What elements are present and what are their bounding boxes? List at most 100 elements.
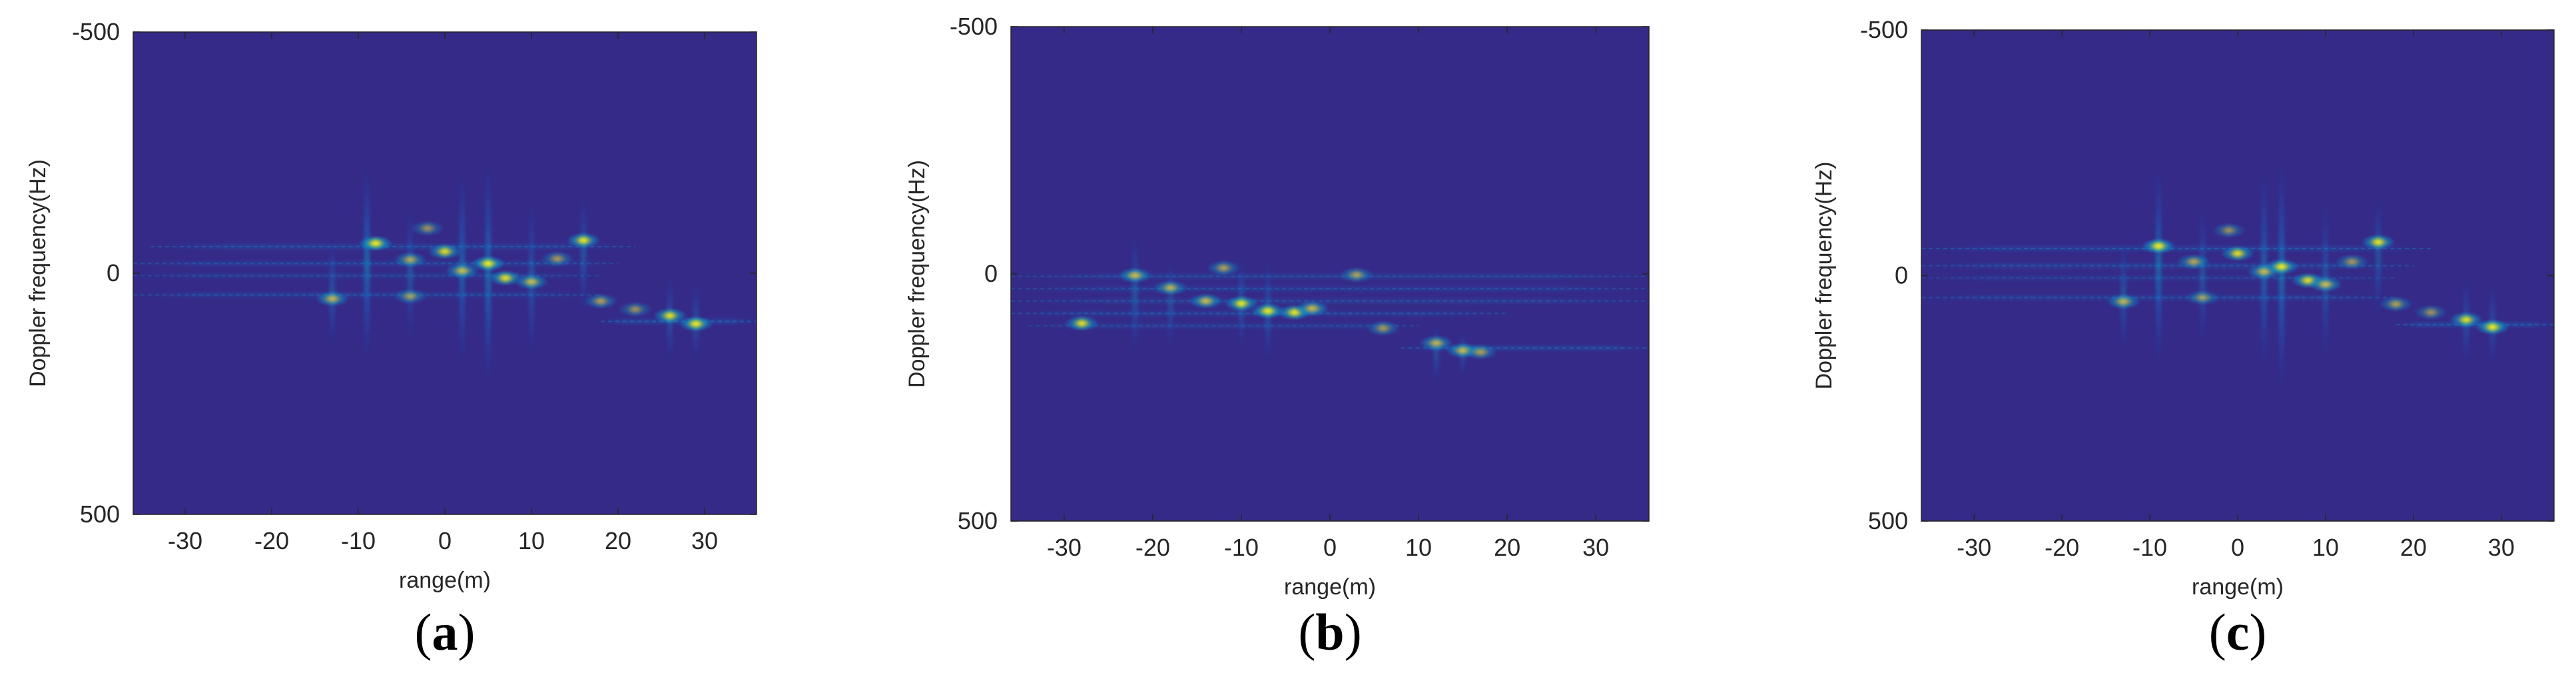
x-tick-label: 10 bbox=[1405, 534, 1432, 561]
scatterer-point bbox=[2234, 251, 2242, 257]
scatterer-point bbox=[2119, 299, 2128, 305]
y-tick-label: -500 bbox=[72, 18, 120, 45]
scatterer-point bbox=[1201, 298, 1210, 304]
x-tick-label: 0 bbox=[2231, 534, 2244, 561]
scatterer-point bbox=[579, 237, 587, 243]
x-tick-label: 30 bbox=[2488, 534, 2515, 561]
vertical-streak bbox=[1132, 234, 1138, 353]
x-axis-label: range(m) bbox=[399, 568, 491, 593]
scatterer-point bbox=[1308, 305, 1317, 311]
x-tick-label: 30 bbox=[1582, 534, 1609, 561]
x-tick-label: -30 bbox=[1047, 534, 1082, 561]
panel-label-c: (c) bbox=[2209, 603, 2267, 661]
x-tick-label: 10 bbox=[2312, 534, 2339, 561]
y-axis-label: Doppler frequency(Hz) bbox=[25, 159, 51, 387]
subplot-a: -30 -20 -10 0 10 20 30 -500 0 500 range(m) Doppler … bbox=[25, 18, 757, 661]
x-tick-label: -10 bbox=[2132, 534, 2167, 561]
y-tick-label: -500 bbox=[950, 13, 998, 40]
y-tick-label: 0 bbox=[1895, 262, 1908, 289]
plot-area-a bbox=[133, 32, 757, 514]
y-axis-label: Doppler frequency(Hz) bbox=[1811, 161, 1837, 389]
x-axis-label: range(m) bbox=[1284, 574, 1376, 600]
scatterer-point bbox=[1166, 285, 1175, 291]
scatterer-point bbox=[441, 249, 449, 255]
scatterer-point bbox=[372, 241, 380, 247]
horizontal-band bbox=[1011, 274, 1649, 279]
horizontal-band bbox=[151, 245, 635, 249]
x-tick-label: 20 bbox=[605, 527, 631, 554]
horizontal-band bbox=[1401, 346, 1649, 350]
x-tick-label: 10 bbox=[518, 527, 545, 554]
y-tick-label: 500 bbox=[80, 500, 120, 528]
scatterer-point bbox=[2321, 281, 2330, 287]
scatterer-point bbox=[2348, 259, 2356, 265]
scatterer-point bbox=[553, 256, 561, 262]
x-tick-label: -30 bbox=[168, 527, 202, 554]
subplot-b: -30 -20 -10 0 10 20 30 -500 0 500 range(m) Doppler … bbox=[904, 13, 1650, 661]
x-tick-label: 20 bbox=[2400, 534, 2427, 561]
scatterer-point bbox=[2392, 301, 2400, 307]
x-tick-label: 0 bbox=[1323, 534, 1337, 561]
horizontal-band bbox=[1011, 287, 1649, 291]
x-tick-label: 0 bbox=[438, 527, 452, 554]
panel-label-a: (a) bbox=[415, 603, 476, 661]
x-tick-label: -30 bbox=[1957, 534, 1991, 561]
scatterer-point bbox=[2260, 269, 2268, 275]
y-axis-label: Doppler frequency(Hz) bbox=[904, 160, 930, 388]
vertical-streak bbox=[364, 167, 370, 360]
y-tick-label: -500 bbox=[1860, 16, 1908, 43]
scatterer-point bbox=[2374, 239, 2383, 245]
horizontal-band bbox=[1921, 263, 2414, 268]
x-tick-label: -20 bbox=[1135, 534, 1170, 561]
horizontal-band bbox=[1921, 246, 2431, 251]
scatterer-point bbox=[2427, 309, 2435, 315]
scatterer-point bbox=[1476, 349, 1485, 355]
y-tick-label: 0 bbox=[107, 259, 120, 287]
x-tick-label: -10 bbox=[1224, 534, 1259, 561]
vertical-streak bbox=[581, 196, 586, 312]
scatterer-point bbox=[527, 279, 535, 285]
scatterer-point bbox=[2198, 295, 2207, 301]
vertical-streak bbox=[1433, 323, 1439, 383]
scatterer-point bbox=[2154, 243, 2163, 249]
y-tick-label: 0 bbox=[984, 260, 998, 287]
scatterer-point bbox=[2462, 317, 2471, 323]
scatterer-point bbox=[597, 298, 605, 304]
scatterer-point bbox=[1237, 301, 1245, 307]
scatterer-point bbox=[2224, 227, 2233, 233]
x-tick-label: -10 bbox=[341, 527, 376, 554]
x-axis-label: range(m) bbox=[2192, 574, 2284, 600]
heatmap-content-a bbox=[133, 162, 757, 384]
x-tick-label: 30 bbox=[691, 527, 718, 554]
heatmap-content-b bbox=[1011, 234, 1649, 383]
scatterer-point bbox=[1078, 321, 1086, 327]
scatterer-point bbox=[501, 275, 509, 281]
panel-label-b: (b) bbox=[1298, 603, 1361, 661]
scatterer-point bbox=[2190, 259, 2198, 265]
vertical-streak bbox=[2376, 197, 2382, 315]
heatmap-content-c bbox=[1921, 162, 2554, 389]
x-tick-label: 20 bbox=[1494, 534, 1520, 561]
scatterer-point bbox=[424, 225, 432, 231]
vertical-streak bbox=[485, 162, 491, 384]
scatterer-point bbox=[1432, 340, 1441, 346]
y-tick-label: 500 bbox=[958, 507, 998, 534]
scatterer-point bbox=[1219, 265, 1228, 271]
y-tick-label: 500 bbox=[1868, 507, 1908, 534]
plot-area-c bbox=[1921, 30, 2554, 521]
vertical-streak bbox=[1167, 259, 1173, 348]
vertical-streak bbox=[2200, 207, 2206, 345]
scatterer-point bbox=[666, 313, 674, 319]
scatterer-point bbox=[1263, 308, 1272, 314]
x-tick-label: -20 bbox=[254, 527, 289, 554]
scatterer-point bbox=[484, 261, 492, 267]
scatterer-point bbox=[328, 296, 336, 302]
subplot-c: -30 -20 -10 0 10 20 30 -500 0 500 range(m) Doppler … bbox=[1811, 16, 2555, 661]
scatterer-point bbox=[631, 307, 639, 313]
scatterer-point bbox=[1352, 272, 1361, 278]
vertical-streak bbox=[2278, 162, 2284, 389]
vertical-streak bbox=[2156, 167, 2162, 364]
x-tick-label: -20 bbox=[2045, 534, 2079, 561]
scatterer-point bbox=[2488, 324, 2497, 330]
